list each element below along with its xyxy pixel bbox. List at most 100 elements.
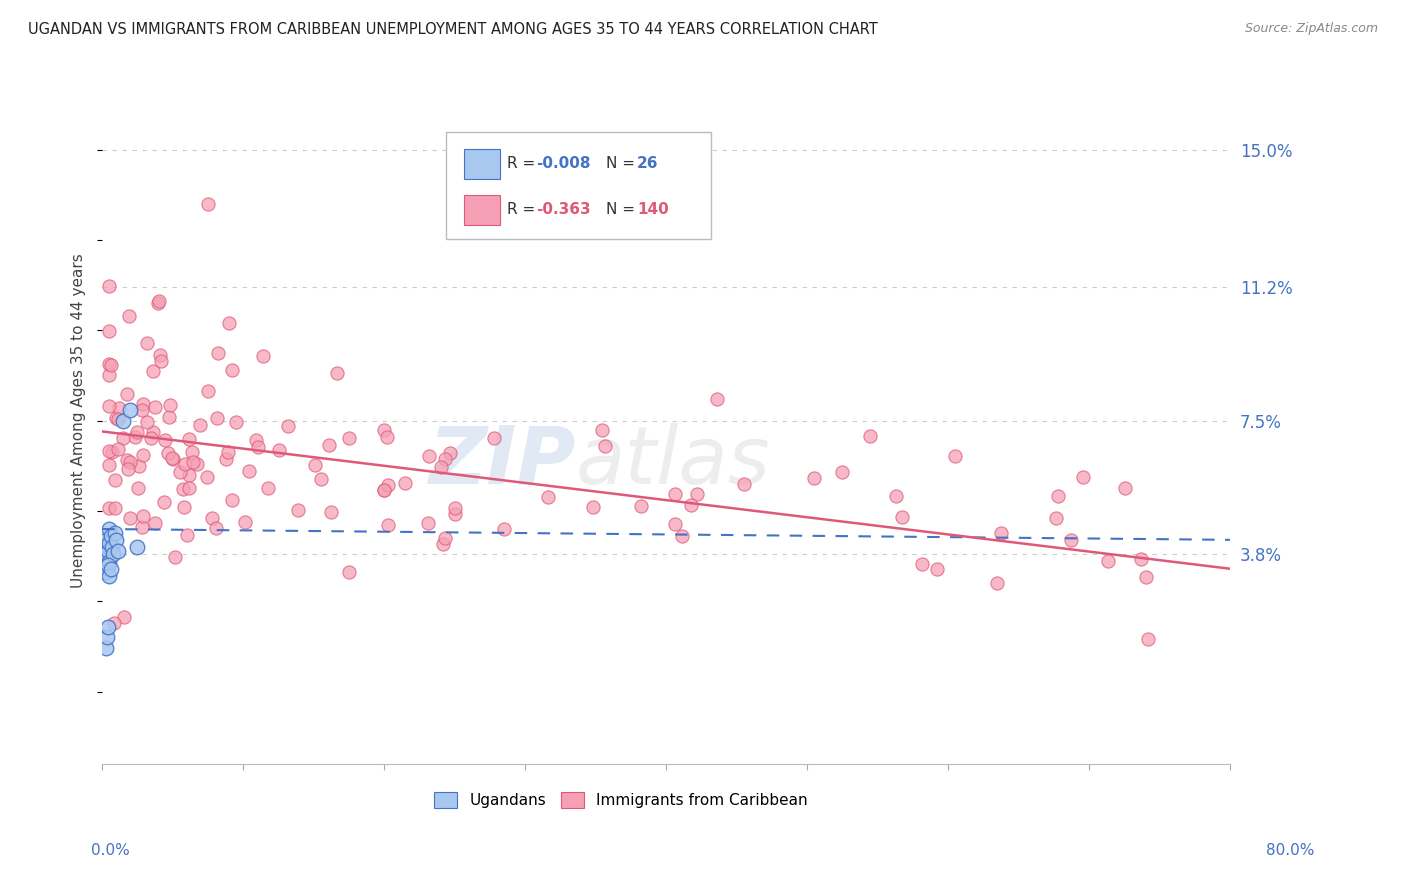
Point [100, 358, 122, 372]
Point [1045, 511, 1067, 525]
Point [377, 518, 399, 533]
Text: 0.0%: 0.0% [91, 843, 131, 858]
Point [98, 522, 121, 536]
Point [321, 505, 343, 519]
Point [215, 452, 238, 467]
Text: N =: N = [606, 155, 640, 170]
Point [94, 540, 117, 554]
Point [98, 444, 121, 458]
Point [153, 434, 176, 448]
Point [859, 429, 882, 443]
Point [96, 550, 118, 565]
Point [706, 392, 728, 406]
Point [630, 499, 652, 513]
Point [1046, 489, 1069, 503]
Point [93, 547, 115, 561]
Text: atlas: atlas [576, 423, 770, 500]
Point [238, 464, 260, 478]
Text: R =: R = [508, 202, 540, 217]
Text: 26: 26 [637, 155, 658, 170]
Point [416, 516, 439, 530]
Point [97, 619, 120, 633]
Point [105, 533, 128, 547]
Point [169, 466, 191, 480]
Point [337, 565, 360, 579]
Point [252, 349, 274, 363]
Point [98, 279, 121, 293]
Point [96, 566, 118, 580]
Point [98, 500, 121, 515]
Point [101, 540, 124, 554]
Point [157, 410, 180, 425]
Text: -0.363: -0.363 [537, 202, 591, 217]
Point [257, 481, 280, 495]
Point [394, 476, 416, 491]
Point [201, 511, 224, 525]
Point [98, 569, 121, 583]
Point [494, 522, 516, 536]
Point [159, 398, 181, 412]
Point [173, 500, 195, 515]
Point [107, 442, 129, 456]
Point [174, 458, 197, 472]
Point [132, 397, 155, 411]
Point [911, 558, 934, 572]
Point [114, 610, 136, 624]
Point [104, 501, 127, 516]
Point [593, 439, 616, 453]
Point [245, 434, 267, 448]
Point [433, 531, 456, 545]
Point [103, 547, 125, 561]
Text: 140: 140 [637, 202, 669, 217]
Point [433, 451, 456, 466]
Legend: Ugandans, Immigrants from Caribbean: Ugandans, Immigrants from Caribbean [427, 787, 814, 814]
Point [197, 384, 219, 398]
Point [304, 458, 326, 472]
Point [98, 368, 121, 382]
Point [117, 462, 139, 476]
Point [120, 402, 142, 417]
Point [112, 414, 135, 428]
Point [131, 519, 153, 533]
Point [221, 363, 243, 377]
Point [537, 490, 560, 504]
Point [132, 449, 155, 463]
Point [98, 357, 121, 371]
Point [149, 348, 172, 362]
FancyBboxPatch shape [464, 195, 501, 225]
Point [125, 425, 148, 439]
Point [115, 452, 138, 467]
Point [118, 309, 141, 323]
Point [990, 526, 1012, 541]
Point [1136, 632, 1159, 647]
Point [128, 458, 150, 473]
Point [418, 449, 440, 463]
Point [733, 476, 755, 491]
Point [373, 483, 395, 498]
Point [142, 425, 165, 439]
Point [127, 540, 149, 554]
Point [146, 296, 169, 310]
Point [104, 525, 127, 540]
Point [443, 501, 465, 516]
Point [197, 197, 219, 211]
Point [172, 482, 194, 496]
Text: ZIP: ZIP [429, 423, 576, 500]
Point [225, 415, 247, 429]
Point [195, 470, 218, 484]
Point [111, 431, 134, 445]
Point [277, 419, 299, 434]
Point [108, 401, 131, 416]
Point [432, 536, 454, 550]
Point [104, 473, 127, 487]
Point [120, 455, 142, 469]
Point [671, 529, 693, 543]
Point [179, 467, 201, 482]
Point [831, 466, 853, 480]
Point [98, 324, 121, 338]
Point [176, 528, 198, 542]
Point [97, 536, 120, 550]
Point [679, 498, 702, 512]
Point [96, 533, 118, 547]
Point [107, 543, 129, 558]
